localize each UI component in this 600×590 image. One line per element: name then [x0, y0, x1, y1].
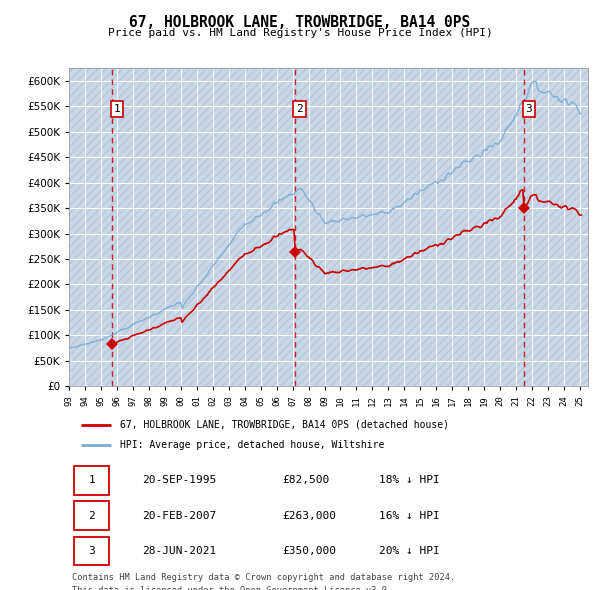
- Text: 20-SEP-1995: 20-SEP-1995: [142, 476, 217, 485]
- Text: 3: 3: [88, 546, 95, 556]
- Text: 2: 2: [88, 511, 95, 520]
- Text: £263,000: £263,000: [282, 511, 336, 520]
- Text: This data is licensed under the Open Government Licence v3.0.: This data is licensed under the Open Gov…: [72, 586, 392, 590]
- Text: 67, HOLBROOK LANE, TROWBRIDGE, BA14 0PS: 67, HOLBROOK LANE, TROWBRIDGE, BA14 0PS: [130, 15, 470, 30]
- Text: 16% ↓ HPI: 16% ↓ HPI: [379, 511, 439, 520]
- FancyBboxPatch shape: [74, 537, 109, 565]
- Text: £350,000: £350,000: [282, 546, 336, 556]
- Text: 1: 1: [88, 476, 95, 485]
- Text: 3: 3: [526, 104, 532, 114]
- Text: 18% ↓ HPI: 18% ↓ HPI: [379, 476, 439, 485]
- Text: 1: 1: [114, 104, 121, 114]
- Text: Price paid vs. HM Land Registry's House Price Index (HPI): Price paid vs. HM Land Registry's House …: [107, 28, 493, 38]
- FancyBboxPatch shape: [74, 466, 109, 494]
- Text: HPI: Average price, detached house, Wiltshire: HPI: Average price, detached house, Wilt…: [120, 440, 385, 450]
- Text: 20% ↓ HPI: 20% ↓ HPI: [379, 546, 439, 556]
- Text: Contains HM Land Registry data © Crown copyright and database right 2024.: Contains HM Land Registry data © Crown c…: [72, 573, 455, 582]
- Text: 20-FEB-2007: 20-FEB-2007: [142, 511, 217, 520]
- Text: 67, HOLBROOK LANE, TROWBRIDGE, BA14 0PS (detached house): 67, HOLBROOK LANE, TROWBRIDGE, BA14 0PS …: [120, 420, 449, 430]
- Text: £82,500: £82,500: [282, 476, 329, 485]
- Text: 28-JUN-2021: 28-JUN-2021: [142, 546, 217, 556]
- FancyBboxPatch shape: [74, 502, 109, 530]
- Text: 2: 2: [296, 104, 303, 114]
